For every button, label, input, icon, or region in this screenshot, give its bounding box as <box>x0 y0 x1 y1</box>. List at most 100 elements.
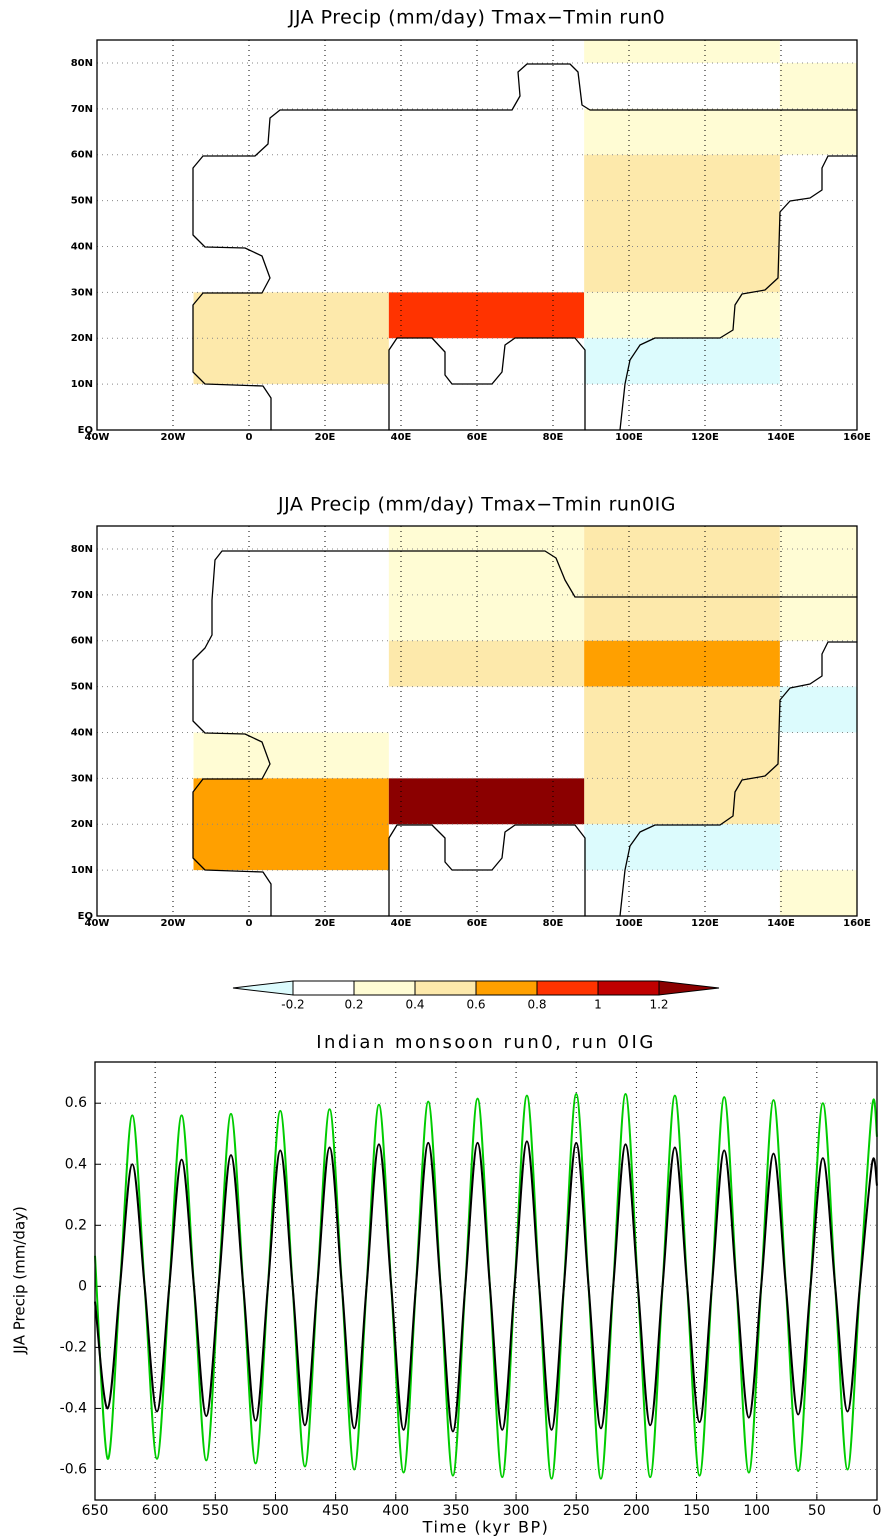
coastline <box>192 550 858 917</box>
line-series <box>94 1093 878 1480</box>
y-tick-label: 40N <box>71 241 93 252</box>
x-tick-label: 40W <box>85 918 110 929</box>
map-title: JJA Precip (mm/day) Tmax−Tmin run0IG <box>277 494 676 516</box>
x-tick-label: 100E <box>615 918 643 929</box>
grid-cell <box>779 686 857 733</box>
grid-cell <box>388 778 585 825</box>
y-tick-label: 60N <box>71 636 93 647</box>
colorbar: -0.2 0.2 0.4 0.6 0.8 1 1.2 <box>232 980 720 1012</box>
map-frame <box>96 525 858 917</box>
y-tick-label: 40N <box>71 727 93 738</box>
grid-cell <box>584 686 780 825</box>
y-tick-label: -0.6 <box>60 1461 87 1477</box>
x-tick-label: 60E <box>467 918 488 929</box>
y-tick-label: 0.4 <box>65 1156 87 1172</box>
x-tick-label: 20E <box>315 432 336 443</box>
map-grid: 40W 20W 0 20E 40E 60E 80E 100E 120E 140E 160E EQ 10N… <box>71 40 871 443</box>
series-line <box>94 1140 878 1433</box>
grid-cell <box>193 732 389 779</box>
x-tick-label: 20W <box>161 918 186 929</box>
y-tick-label: 20N <box>71 819 93 830</box>
x-tick-label: 200 <box>623 1503 650 1519</box>
x-tick-label: 40W <box>85 432 110 443</box>
grid-cell <box>584 338 780 385</box>
x-tick-label: 120E <box>691 432 719 443</box>
colorbar-box <box>536 980 599 996</box>
map-cells <box>193 40 857 385</box>
grid-cell <box>388 292 585 339</box>
y-tick-label: 0.2 <box>65 1217 87 1233</box>
y-tick-label: 70N <box>71 590 93 601</box>
coastline <box>619 641 858 917</box>
y-tick-label: 80N <box>71 58 93 69</box>
grid-cell <box>584 108 857 155</box>
x-tick-label: 500 <box>262 1503 289 1519</box>
x-tick-label: 60E <box>467 432 488 443</box>
coastline <box>388 337 586 431</box>
x-axis-label: Time (kyr BP) <box>422 1518 550 1537</box>
y-tick-label: -0.2 <box>60 1339 87 1355</box>
x-tick-label: 80E <box>543 918 564 929</box>
grid-cell <box>584 824 780 871</box>
colorbar-label: 1.2 <box>649 998 668 1012</box>
grid-cell <box>779 870 857 916</box>
grid-cell <box>779 62 857 109</box>
x-tick-label: 0 <box>246 432 253 443</box>
colorbar-label: 0.8 <box>527 998 546 1012</box>
y-tick-label: EQ <box>78 425 93 436</box>
colorbar-box <box>232 980 294 996</box>
colorbar-box <box>597 980 660 996</box>
line-title: Indian monsoon run0, run 0IG <box>316 1032 656 1053</box>
x-tick-label: 160E <box>843 918 871 929</box>
x-tick-label: 160E <box>843 432 871 443</box>
x-tick-label: 400 <box>382 1503 409 1519</box>
y-tick-label: 50N <box>71 196 93 207</box>
grid-cell <box>584 526 780 641</box>
colorbar-box <box>292 980 355 996</box>
x-tick-label: 20E <box>315 918 336 929</box>
y-tick-label: 30N <box>71 773 93 784</box>
coastline <box>192 63 858 431</box>
x-tick-label: 0 <box>873 1503 882 1519</box>
grid-cell <box>388 640 585 687</box>
x-tick-label: 140E <box>767 918 795 929</box>
x-tick-label: 140E <box>767 432 795 443</box>
colorbar-label: 0.6 <box>466 998 485 1012</box>
grid-cell <box>193 292 389 385</box>
colorbar-label: 1 <box>594 998 602 1012</box>
grid-cell <box>584 292 780 339</box>
y-tick-label: 80N <box>71 544 93 555</box>
map-title: JJA Precip (mm/day) Tmax−Tmin run0 <box>288 7 666 29</box>
coastline <box>192 550 858 917</box>
x-tick-label: 20W <box>161 432 186 443</box>
x-tick-label: 100 <box>743 1503 770 1519</box>
colorbar-label: -0.2 <box>281 998 304 1012</box>
x-tick-label: 40E <box>391 432 412 443</box>
grid-cell <box>584 154 780 293</box>
x-tick-label: 600 <box>142 1503 169 1519</box>
y-tick-label: 50N <box>71 682 93 693</box>
grid-cell <box>193 778 389 871</box>
x-tick-label: 550 <box>202 1503 229 1519</box>
coastline <box>192 63 858 431</box>
x-tick-label: 250 <box>563 1503 590 1519</box>
map-cells <box>193 526 857 916</box>
map-frame <box>96 39 858 431</box>
y-tick-label: 0.6 <box>65 1095 87 1111</box>
y-tick-label: -0.4 <box>60 1400 87 1416</box>
y-tick-label: 30N <box>71 287 93 298</box>
x-tick-label: 100E <box>615 432 643 443</box>
x-tick-label: 150 <box>683 1503 710 1519</box>
coastline <box>388 824 586 917</box>
grid-cell <box>584 640 780 687</box>
colorbar-box <box>658 980 720 996</box>
colorbar-box <box>414 980 477 996</box>
grid-cell <box>584 40 780 63</box>
y-tick-label: 20N <box>71 333 93 344</box>
colorbar-label: 0.2 <box>344 998 363 1012</box>
x-tick-label: 350 <box>443 1503 470 1519</box>
y-tick-label: 10N <box>71 379 93 390</box>
x-tick-label: 120E <box>691 918 719 929</box>
